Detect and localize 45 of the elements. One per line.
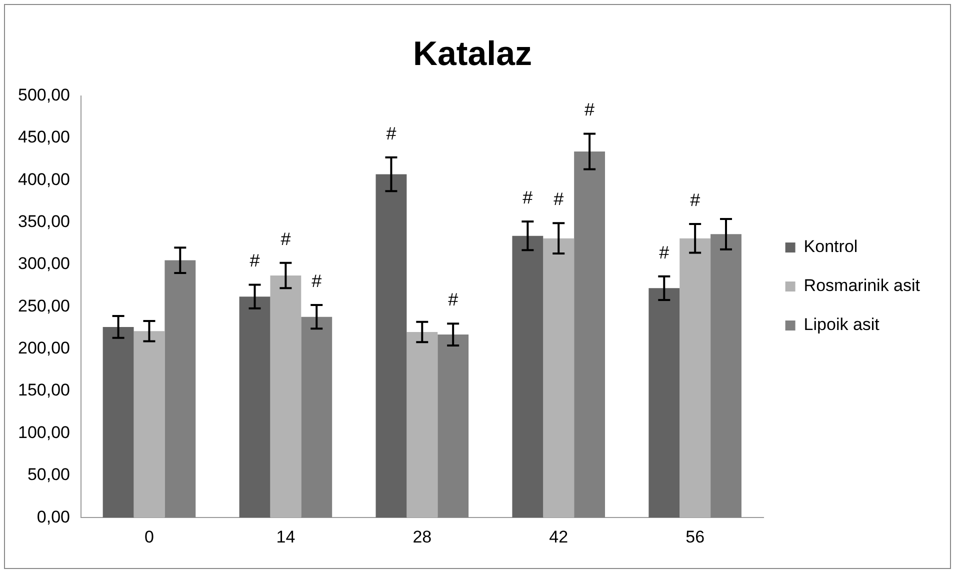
bar — [648, 288, 680, 518]
data-label: # — [584, 100, 595, 120]
bar — [406, 332, 438, 518]
bar — [543, 238, 574, 518]
bar — [301, 316, 332, 518]
x-tick-label: 28 — [412, 527, 432, 546]
y-tick-label: 400,00 — [18, 170, 70, 189]
x-tick-label: 56 — [686, 527, 705, 546]
bar — [376, 174, 407, 518]
bar — [438, 334, 469, 518]
data-label: # — [659, 242, 670, 262]
y-tick-label: 350,00 — [18, 212, 70, 232]
bar — [680, 238, 711, 518]
data-label: # — [690, 190, 700, 210]
bar — [512, 236, 544, 518]
x-tick-label: 42 — [549, 527, 568, 546]
bar — [710, 234, 742, 518]
y-tick-label: 250,00 — [18, 296, 70, 316]
y-tick-label: 500,00 — [18, 85, 70, 104]
y-tick-label: 100,00 — [18, 422, 70, 442]
data-label: # — [522, 187, 533, 208]
bar — [239, 296, 270, 518]
data-label: # — [386, 123, 396, 144]
y-tick-label: 150,00 — [18, 380, 70, 400]
y-tick-label: 450,00 — [18, 128, 70, 147]
data-label: # — [280, 228, 291, 249]
chart-title: Katalaz — [412, 34, 532, 73]
x-tick-label: 14 — [276, 527, 296, 546]
bar — [164, 260, 196, 518]
data-label: # — [312, 270, 322, 291]
y-tick-label: 200,00 — [18, 338, 70, 358]
y-tick-label: 50,00 — [27, 465, 70, 484]
bar — [134, 331, 165, 518]
y-tick-label: 300,00 — [18, 254, 70, 274]
bar — [574, 151, 606, 518]
legend-label: Rosmarinik asit — [804, 276, 920, 296]
data-label: # — [448, 290, 458, 310]
data-label: # — [554, 189, 564, 210]
x-tick-label: 0 — [144, 527, 154, 546]
bar — [270, 275, 302, 518]
bar — [102, 326, 134, 518]
legend-label: Kontrol — [804, 237, 858, 256]
data-label: # — [250, 250, 260, 271]
legend-label: Lipoik asit — [804, 315, 880, 334]
y-tick-label: 0,00 — [36, 507, 70, 526]
